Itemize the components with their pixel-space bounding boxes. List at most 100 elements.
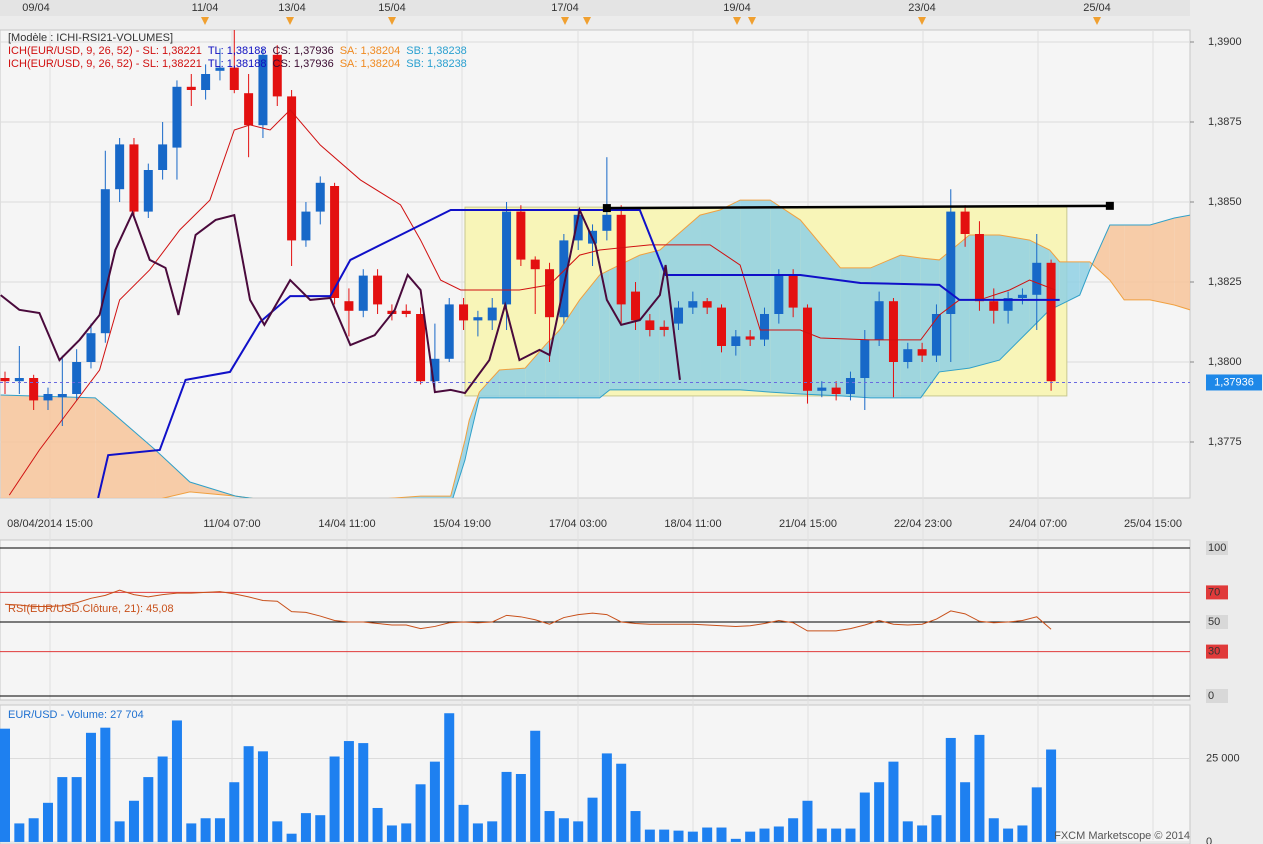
rsi-line [4, 589, 1052, 632]
candle-body [502, 211, 512, 305]
trendline-handle [602, 204, 611, 213]
cloud-fill [900, 255, 921, 398]
volume-bar [773, 826, 784, 842]
volume-bar [0, 728, 10, 842]
volume-bar [444, 713, 455, 842]
volume-bar [171, 720, 182, 842]
cloud-fill [659, 215, 701, 390]
candle-body [129, 144, 139, 212]
candle-body [516, 211, 526, 260]
volume-bar [329, 756, 340, 842]
candle-body [115, 144, 125, 190]
candle-body [645, 320, 655, 330]
candle-body [860, 339, 870, 378]
candle-body [831, 387, 841, 394]
volume-bar [616, 763, 627, 842]
y-tick-label: 1,3900 [1208, 36, 1242, 48]
y-tick-label: 1,3875 [1208, 116, 1242, 128]
candle-body [143, 170, 153, 212]
volume-bar [57, 777, 68, 842]
candle-body [845, 378, 855, 394]
candle-body [960, 211, 970, 234]
volume-bar [343, 741, 354, 842]
volume-bar [214, 818, 225, 842]
x-tick-label: 18/04 11:00 [664, 518, 721, 530]
volume-bar [315, 815, 326, 842]
rsi-panel [0, 539, 1191, 701]
tick-label-box [1206, 644, 1228, 659]
date-label: 23/04 [908, 2, 936, 14]
x-tick-label: 15/04 19:00 [433, 518, 491, 530]
candle-body [616, 214, 626, 305]
y-tick-label: 1,3800 [1208, 356, 1242, 368]
volume-bar [845, 828, 856, 842]
candle-body [688, 301, 698, 308]
event-marker [201, 17, 209, 25]
candle-body [358, 275, 368, 311]
legend-item: CS: 1,37936 [273, 45, 334, 57]
volume-bar [28, 818, 39, 842]
volume-bar [759, 828, 770, 842]
legend-item: TL: 1,38188 [208, 45, 267, 57]
legend-row: ICH(EUR/USD, 9, 26, 52) - SL: 1,38221 TL:… [8, 45, 467, 57]
candle-body [459, 304, 469, 321]
candle-body [1032, 262, 1042, 295]
x-tick-label: 21/04 15:00 [779, 518, 837, 530]
volume-bar [831, 828, 842, 842]
legend-row: ICH(EUR/USD, 9, 26, 52) - SL: 1,38221 TL:… [8, 58, 467, 70]
y-tick-label: 1,3775 [1208, 436, 1242, 448]
candle-body [759, 314, 769, 340]
volume-bar [386, 825, 397, 842]
volume-bar [730, 838, 741, 842]
cloud-fill [464, 419, 470, 460]
candle-body [602, 214, 612, 231]
legend-item: SB: 1,38238 [406, 58, 467, 70]
cloud-fill [770, 200, 801, 394]
cloud-fill [1109, 225, 1125, 300]
volume-bar [988, 818, 999, 842]
volume-bar [917, 825, 928, 842]
indicator-line [0, 206, 681, 395]
date-label: 11/04 [192, 2, 219, 14]
volume-bar [286, 833, 297, 842]
candle-body [444, 304, 454, 359]
candle-body [702, 301, 712, 308]
volume-bar [1017, 825, 1028, 842]
candle-body [788, 275, 798, 308]
tick-label-box [1206, 614, 1228, 629]
volume-bar [745, 831, 756, 842]
volume-bar [788, 818, 799, 842]
cloud-fill [1059, 261, 1080, 306]
volume-bar [300, 813, 311, 842]
legend-item: ICH(EUR/USD, 9, 26, 52) - SL: 1,38221 [8, 45, 202, 57]
volume-bar [673, 830, 684, 842]
candle-body [731, 336, 741, 346]
volume-bar [931, 815, 942, 842]
volume-bar [429, 761, 440, 842]
cloud-fill [999, 234, 1030, 361]
cloud-fill [700, 210, 721, 390]
event-marker [286, 17, 294, 25]
candle-body [344, 301, 354, 311]
candle-body [272, 54, 282, 97]
trendline [606, 204, 1110, 210]
cloud-fill [740, 200, 771, 393]
candle-body [903, 349, 913, 362]
volume-bar [687, 831, 698, 842]
volume-bar [42, 802, 53, 842]
cloud-fill [155, 450, 190, 498]
volume-bar [14, 823, 25, 842]
candle-body [817, 387, 827, 391]
candle-body [244, 93, 254, 126]
candle-body [72, 362, 82, 394]
volume-bar [644, 829, 655, 842]
volume-bar [358, 743, 369, 842]
candle-body [330, 186, 340, 298]
volume-bar [372, 807, 383, 842]
volume-bar [128, 800, 139, 842]
candle-body [1046, 262, 1056, 382]
candle-body [545, 269, 555, 318]
volume-bar [874, 782, 885, 842]
candle-body [14, 378, 24, 382]
